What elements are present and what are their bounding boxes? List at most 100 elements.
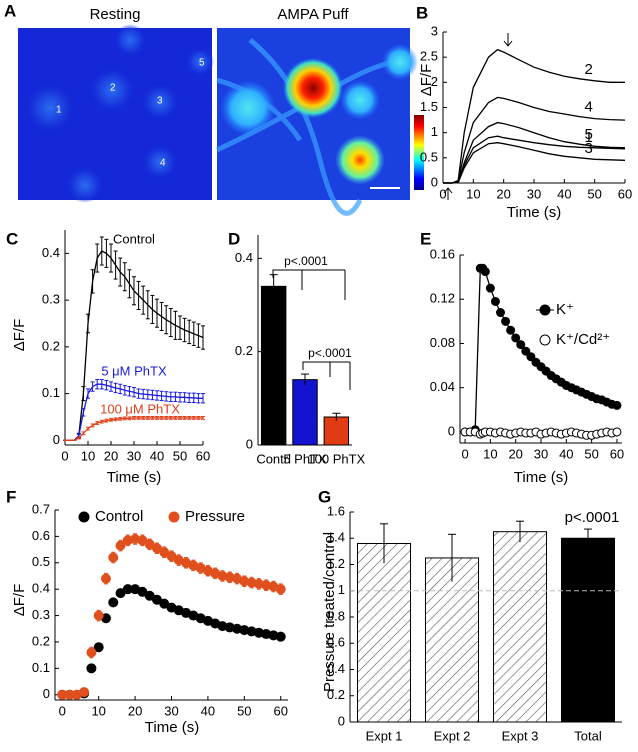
y-tick-label: 0.7	[32, 501, 50, 516]
x-axis-label: Time (s)	[107, 469, 161, 486]
annotation: p<.0001	[284, 254, 328, 268]
marker	[275, 584, 286, 595]
y-tick-label: 0.4	[42, 245, 60, 260]
series-label: 4	[585, 99, 593, 116]
y-tick-label: 0.4	[32, 581, 50, 596]
x-tick-label: 100 PhTX	[307, 451, 365, 466]
cell-label: 4	[160, 158, 166, 169]
y-tick-label: 0	[246, 436, 253, 451]
y-tick-label: 0	[43, 686, 50, 701]
y-tick-label: 0	[338, 713, 345, 728]
annotation: p<.0001	[565, 509, 620, 526]
panel-label: E	[420, 229, 431, 248]
legend-marker	[539, 334, 551, 346]
y-axis-label: ΔF/F	[418, 64, 435, 97]
series-label: 3	[585, 140, 593, 157]
x-tick-label: 60	[610, 446, 624, 461]
marker	[93, 610, 104, 621]
marker	[79, 687, 90, 698]
marker	[108, 597, 119, 608]
y-tick-label: 2.5	[420, 49, 438, 64]
cell-label: 5	[199, 58, 205, 69]
y-axis-label: ΔF/F	[11, 584, 28, 617]
y-tick-label: 0.2	[42, 338, 60, 353]
y-tick-label: 1.5	[420, 99, 438, 114]
x-tick-label: Expt 2	[434, 728, 471, 743]
legend-marker	[78, 511, 90, 523]
marker	[521, 346, 531, 356]
legend-label: K⁺	[556, 301, 574, 318]
x-tick-label: 0	[461, 446, 468, 461]
y-tick-label: 1	[431, 124, 438, 139]
colorbar	[414, 115, 424, 190]
cell-label: 2	[110, 83, 116, 94]
marker	[526, 352, 536, 362]
y-tick-label: 2	[431, 74, 438, 89]
bar	[492, 531, 548, 723]
x-tick-label: 60	[618, 186, 632, 201]
x-tick-label: 0	[59, 703, 66, 718]
series-line	[443, 135, 626, 184]
x-tick-label: 10	[483, 446, 497, 461]
marker	[108, 552, 119, 563]
x-tick-label: 30	[534, 446, 548, 461]
y-tick-label: 0.08	[430, 335, 455, 350]
arrows	[272, 33, 513, 390]
y-tick-label: 0.6	[32, 528, 50, 543]
y-tick-label: 0.5	[32, 554, 50, 569]
cell-label: 1	[56, 105, 62, 116]
series-line	[65, 417, 203, 441]
series-label: Control	[113, 231, 155, 246]
marker	[496, 308, 505, 318]
legend-label: K⁺/Cd²⁺	[556, 331, 610, 348]
x-tick-label: 60	[196, 448, 210, 463]
image-title: Resting	[90, 6, 141, 23]
series-line	[443, 48, 625, 184]
legend-marker	[168, 511, 180, 523]
x-tick-label: 20	[496, 186, 510, 201]
y-tick-label: 0.1	[42, 385, 60, 400]
x-tick-label: 40	[559, 446, 573, 461]
y-tick-label: 0.8	[327, 608, 345, 623]
marker	[100, 573, 111, 584]
marker	[501, 316, 511, 326]
bar	[260, 285, 287, 446]
marker	[86, 663, 97, 674]
image-title: AMPA Puff	[277, 6, 349, 23]
x-tick-label: 20	[104, 448, 118, 463]
marker	[511, 333, 521, 343]
series-label: 1	[585, 129, 593, 146]
panel-label: A	[4, 1, 16, 20]
cell-labels: 1 2 3 4 5	[56, 58, 205, 169]
series-label: 100 μM PhTX	[100, 401, 180, 416]
y-tick-label: 1	[338, 582, 345, 597]
series-label: 5	[585, 126, 593, 143]
x-tick-label: 60	[273, 703, 287, 718]
x-tick-label: 5 PhTX	[283, 451, 327, 466]
panel-label: C	[6, 229, 18, 248]
y-tick-label: 0.16	[430, 246, 455, 261]
y-tick-label: 0.5	[420, 149, 438, 164]
y-tick-label: 0.4	[235, 250, 253, 265]
y-axis-label: ΔF/F	[11, 319, 28, 352]
legend-label: Pressure	[185, 508, 245, 525]
marker	[506, 325, 516, 335]
series-line	[65, 383, 203, 441]
x-tick-label: 50	[173, 448, 187, 463]
legend-label: Control	[95, 508, 143, 525]
x-tick-label: 20	[128, 703, 142, 718]
x-tick-label: 20	[508, 446, 522, 461]
bar	[292, 379, 318, 446]
bar	[323, 416, 350, 446]
x-tick-label: 30	[127, 448, 141, 463]
bar	[560, 537, 616, 723]
x-tick-label: 10	[466, 186, 480, 201]
image-ampa-puff	[215, 28, 418, 216]
marker	[516, 340, 526, 350]
y-tick-label: 0.4	[327, 661, 345, 676]
y-tick-label: 1.2	[327, 556, 345, 571]
y-tick-label: 1.4	[327, 530, 345, 545]
x-axis-label: Time (s)	[507, 204, 561, 221]
series-label: 5 μM PhTX	[101, 363, 167, 378]
